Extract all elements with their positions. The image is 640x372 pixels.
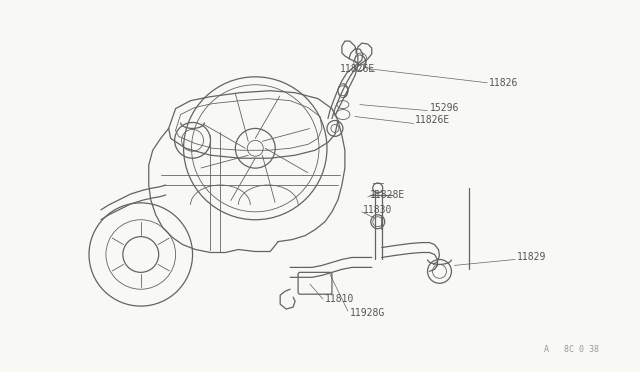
Text: 11826: 11826 bbox=[489, 78, 518, 88]
Text: 11826E: 11826E bbox=[340, 64, 375, 74]
Text: 15296: 15296 bbox=[429, 103, 459, 113]
Text: 11829: 11829 bbox=[517, 253, 547, 263]
Text: 11826E: 11826E bbox=[415, 115, 450, 125]
Text: 11928G: 11928G bbox=[350, 308, 385, 318]
Text: A   8C 0 38: A 8C 0 38 bbox=[544, 345, 599, 354]
Text: 11830: 11830 bbox=[363, 205, 392, 215]
Text: 11810: 11810 bbox=[325, 294, 355, 304]
Text: 11828E: 11828E bbox=[370, 190, 405, 200]
